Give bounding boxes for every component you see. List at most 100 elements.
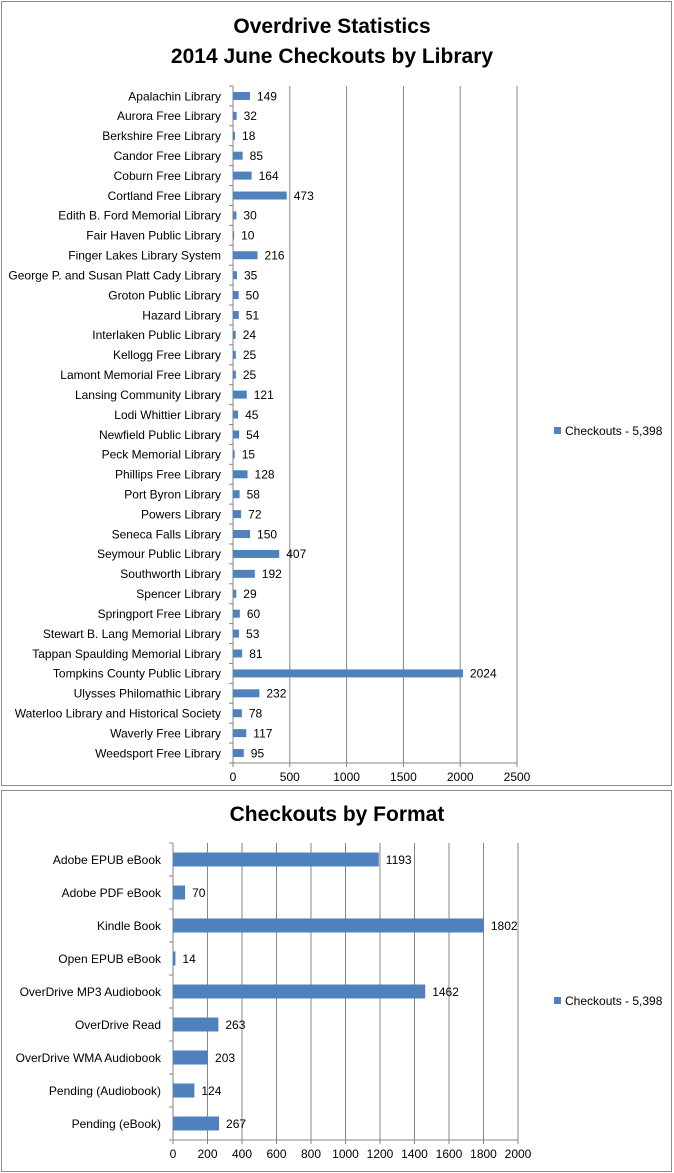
x-tick-label: 400 [232, 1147, 252, 1161]
data-label: 267 [226, 1117, 246, 1131]
category-label: Lansing Community Library [75, 388, 221, 402]
category-label: Adobe EPUB eBook [53, 853, 162, 867]
data-label: 1462 [432, 985, 459, 999]
data-label: 203 [215, 1051, 235, 1065]
bar [173, 951, 176, 966]
data-label: 45 [245, 408, 259, 422]
data-label: 25 [243, 368, 257, 382]
category-label: Open EPUB eBook [58, 952, 162, 966]
data-label: 14 [182, 952, 196, 966]
bar [233, 310, 239, 319]
bar [233, 629, 240, 638]
category-label: Aurora Free Library [117, 109, 221, 123]
category-label: Waverly Free Library [110, 726, 221, 740]
data-label: 53 [246, 627, 260, 641]
data-label: 32 [244, 109, 258, 123]
category-label: Phillips Free Library [115, 468, 221, 482]
data-label: 18 [242, 129, 256, 143]
bar [233, 430, 240, 439]
format-checkouts-chart: Checkouts by Format 0 200 400 600 800 1000 1200… [16, 803, 663, 1161]
data-label: 50 [246, 288, 260, 302]
bar [173, 918, 484, 933]
category-label: George P. and Susan Platt Cady Library [8, 268, 221, 282]
bar [233, 131, 236, 140]
bar [233, 390, 247, 399]
x-tick-label: 500 [280, 770, 300, 784]
category-label: Pending (eBook) [72, 1117, 161, 1131]
data-label: 25 [243, 348, 257, 362]
category-label: Adobe PDF eBook [62, 886, 162, 900]
category-label: Stewart B. Lang Memorial Library [43, 627, 221, 641]
category-label: Waterloo Library and Historical Society [15, 707, 221, 721]
category-label: Berkshire Free Library [102, 129, 221, 143]
bar [233, 729, 247, 738]
library-checkouts-chart: Overdrive Statistics 2014 June Checkouts … [8, 15, 663, 784]
data-label: 78 [249, 707, 263, 721]
category-label: Tappan Spaulding Memorial Library [32, 647, 221, 661]
bar [233, 231, 235, 240]
data-label: 407 [286, 547, 306, 561]
category-label: Spencer Library [136, 587, 221, 601]
bar [233, 549, 280, 558]
bar [233, 251, 258, 260]
category-label: Apalachin Library [128, 89, 221, 103]
data-label: 2024 [470, 667, 497, 681]
x-tick-label: 800 [301, 1147, 321, 1161]
bar [233, 151, 243, 160]
category-label: Weedsport Free Library [95, 746, 221, 760]
chart-title: Checkouts by Format [230, 803, 445, 826]
x-tick-label: 2500 [504, 770, 531, 784]
bar [233, 370, 236, 379]
x-tick-label: 2000 [447, 770, 474, 784]
category-label: Edith B. Ford Memorial Library [58, 209, 221, 223]
bar [233, 709, 242, 718]
bar [173, 1050, 209, 1065]
x-tick-label: 1500 [390, 770, 417, 784]
bar [233, 589, 237, 598]
x-tick-label: 0 [170, 1147, 177, 1161]
category-label: Finger Lakes Library System [68, 249, 221, 263]
bar [233, 609, 240, 618]
x-tick-label: 1600 [436, 1147, 463, 1161]
category-label: Interlaken Public Library [92, 328, 221, 342]
data-label: 124 [201, 1084, 221, 1098]
data-label: 149 [257, 89, 277, 103]
bar [173, 1116, 220, 1131]
data-label: 128 [255, 468, 275, 482]
data-label: 216 [265, 249, 285, 263]
x-tick-label: 1800 [470, 1147, 497, 1161]
x-tick-label: 200 [197, 1147, 217, 1161]
category-label: Kindle Book [97, 919, 162, 933]
category-label: Pending (Audiobook) [49, 1084, 161, 1098]
library-chart-panel: Overdrive Statistics 2014 June Checkouts … [1, 1, 672, 786]
category-label: Candor Free Library [114, 149, 221, 163]
category-label: Lamont Memorial Free Library [60, 368, 221, 382]
legend-swatch [554, 997, 561, 1004]
bar [233, 111, 237, 120]
data-label: 10 [241, 229, 255, 243]
bar [173, 1083, 195, 1098]
data-label: 150 [257, 527, 277, 541]
legend-label: Checkouts - 5,398 [565, 424, 663, 438]
x-tick-label: 1000 [332, 1147, 359, 1161]
bar [233, 749, 244, 758]
bar [233, 669, 463, 678]
x-tick-label: 0 [230, 770, 237, 784]
category-label: Cortland Free Library [108, 189, 221, 203]
data-label: 24 [243, 328, 257, 342]
legend-swatch [554, 427, 561, 434]
bar [173, 1017, 219, 1032]
bar [233, 569, 255, 578]
category-label: OverDrive Read [75, 1018, 161, 1032]
bar [233, 330, 236, 339]
bar [233, 171, 252, 180]
category-label: Coburn Free Library [114, 169, 221, 183]
bar [233, 450, 235, 459]
category-label: Fair Haven Public Library [86, 229, 221, 243]
bar [233, 271, 237, 280]
chart-title: Overdrive Statistics [233, 15, 430, 38]
format-chart-panel: Checkouts by Format 0 200 400 600 800 1000 1200… [1, 790, 672, 1172]
category-label: Peck Memorial Library [102, 448, 221, 462]
data-label: 70 [192, 886, 206, 900]
bar [233, 530, 251, 539]
